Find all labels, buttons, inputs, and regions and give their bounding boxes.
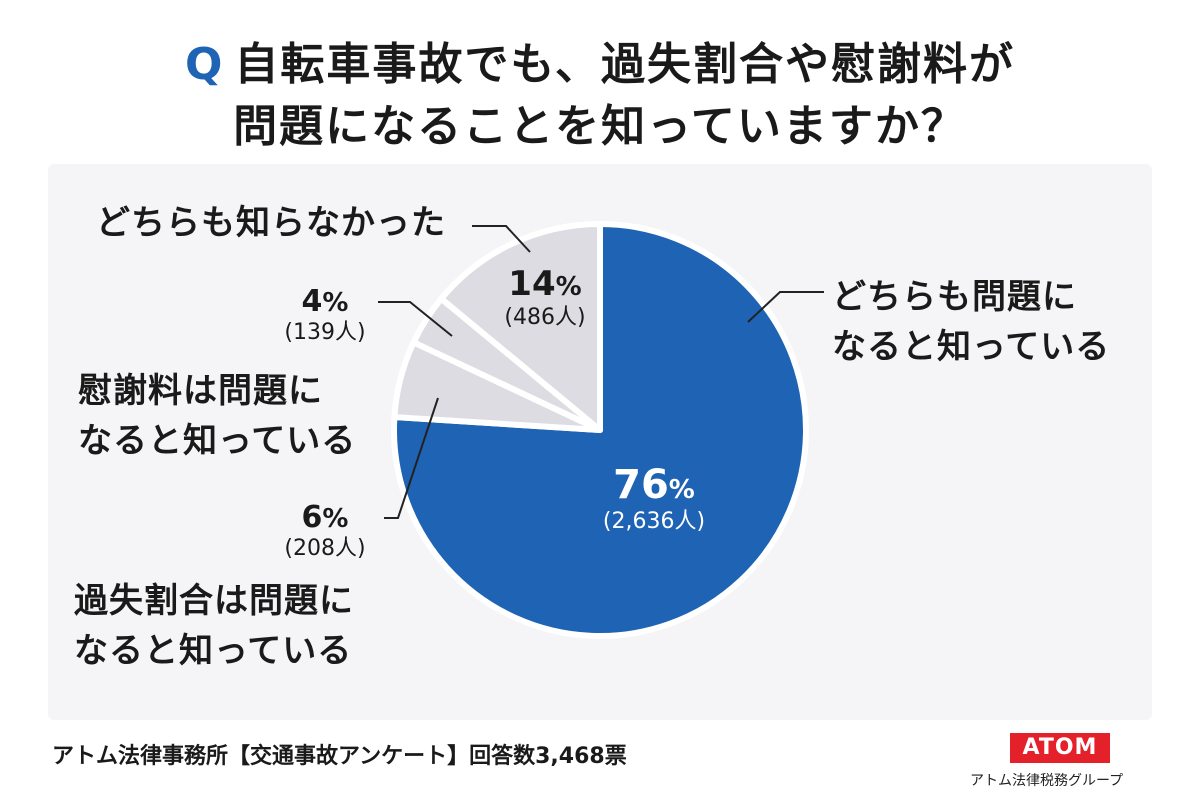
slice-label-both: どちらも問題に なると知っている xyxy=(832,272,1110,372)
source-note: アトム法律事務所【交通事故アンケート】回答数3,468票 xyxy=(52,744,627,769)
count-label-consolation: (139人) xyxy=(284,320,366,345)
pct-value-both: 76 xyxy=(613,462,669,508)
slice-label-fault-line2: なると知っている xyxy=(74,631,353,671)
pct-symbol-neither: % xyxy=(555,272,582,302)
pct-value-neither: 14 xyxy=(508,264,556,304)
chart-title: Q 自転車事故でも、過失割合や慰謝料が 問題になることを知っていますか？ xyxy=(0,34,1200,158)
atom-logo: ATOM xyxy=(1010,733,1110,763)
logo-subtitle: アトム法律税務グループ xyxy=(970,773,1124,789)
slice-label-consolation-line2: なると知っている xyxy=(78,421,357,461)
count-label-both: (2,636人) xyxy=(602,509,706,534)
pie-slice-both xyxy=(391,221,809,639)
pct-symbol-fault: % xyxy=(322,504,349,534)
slice-label-consolation-line1: 慰謝料は問題に xyxy=(78,371,323,411)
slice-label-fault: 過失割合は問題に なると知っている xyxy=(74,576,354,676)
pct-label-neither: 14% (486人) xyxy=(480,264,610,332)
pie-slice-neither xyxy=(438,221,603,433)
question-mark-label: Q xyxy=(184,39,225,90)
pct-symbol-consolation: % xyxy=(322,288,349,318)
pct-label-consolation: 4% (139人) xyxy=(270,284,380,347)
leader-line-fault xyxy=(384,397,439,519)
leader-line-neither xyxy=(472,225,531,253)
slice-label-fault-line1: 過失割合は問題に xyxy=(74,581,354,621)
count-label-neither: (486人) xyxy=(504,305,586,330)
pct-value-fault: 6 xyxy=(301,500,323,535)
title-line-2: 問題になることを知っていますか？ xyxy=(233,101,967,152)
leader-line-consolation xyxy=(378,301,453,337)
title-line-1: Q 自転車事故でも、過失割合や慰謝料が xyxy=(0,34,1200,96)
slice-label-both-line2: なると知っている xyxy=(832,327,1111,367)
pct-value-consolation: 4 xyxy=(301,284,323,319)
pct-label-fault: 6% (208人) xyxy=(270,500,380,563)
pct-symbol-both: % xyxy=(668,475,695,505)
slice-label-both-line1: どちらも問題に xyxy=(832,277,1077,317)
slice-label-neither: どちらも知らなかった xyxy=(96,198,446,248)
pct-label-both: 76% (2,636人) xyxy=(574,462,734,536)
title-text-1: 自転車事故でも、過失割合や慰謝料が xyxy=(234,39,1016,90)
slice-label-neither-line1: どちらも知らなかった xyxy=(96,203,446,243)
slice-label-consolation: 慰謝料は問題に なると知っている xyxy=(78,366,356,466)
count-label-fault: (208人) xyxy=(284,536,366,561)
leader-line-both xyxy=(747,291,824,323)
